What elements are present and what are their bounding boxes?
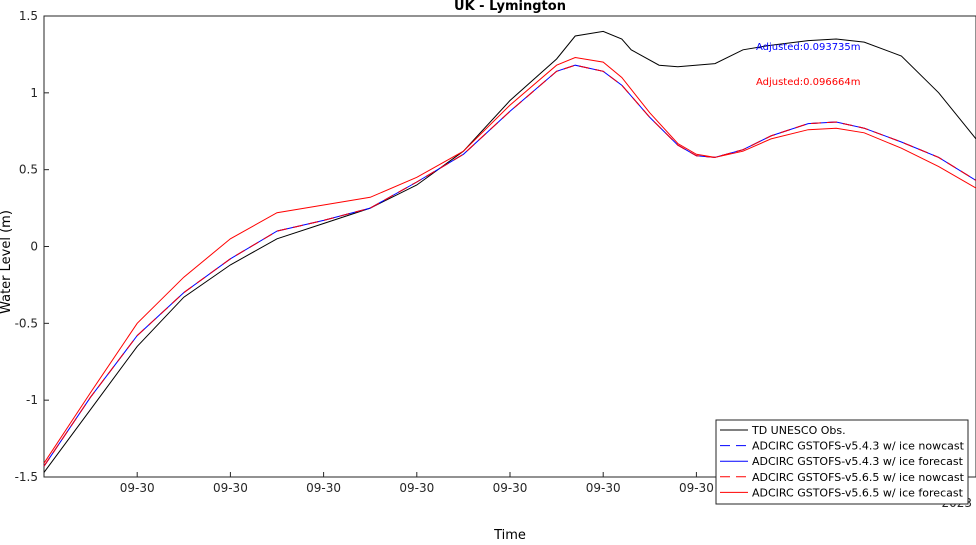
x-axis-label: Time	[493, 528, 526, 541]
legend: TD UNESCO Obs. ADCIRC GSTOFS-v5.4.3 w/ ic…	[715, 419, 969, 505]
y-tick-label: 0.5	[19, 163, 38, 177]
chart-title: UK - Lymington	[454, 0, 566, 14]
legend-entry: ADCIRC GSTOFS-v5.6.5 w/ ice forecast	[752, 486, 964, 499]
plot-area: 1.5 1 0.5 0 -0.5 -1 -1.5 09-30 09-30 09-30 09-30 09…	[15, 9, 976, 510]
y-tick-label: -0.5	[15, 316, 38, 330]
series-line-4	[43, 64, 976, 467]
x-tick-label: 09-30	[679, 481, 714, 495]
x-tick-label: 09-30	[120, 481, 155, 495]
series-line-3	[43, 64, 976, 467]
annotation-label-2: Adjusted:0.096664m	[756, 77, 861, 88]
legend-entry: ADCIRC GSTOFS-v5.6.5 w/ ice nowcast	[752, 471, 965, 484]
x-tick-label: 09-30	[213, 481, 248, 495]
x-tick-label: 09-30	[586, 481, 621, 495]
series-line-2	[43, 64, 976, 467]
legend-entry: TD UNESCO Obs.	[751, 424, 846, 437]
legend-entry: ADCIRC GSTOFS-v5.4.3 w/ ice forecast	[752, 455, 964, 468]
y-tick-label: 1	[30, 86, 38, 100]
legend-box	[715, 419, 969, 505]
y-tick-label: 0	[30, 240, 38, 254]
y-tick-label: -1.5	[15, 470, 38, 484]
x-tick-label: 09-30	[399, 481, 434, 495]
annotation-label-1: Adjusted:0.093735m	[756, 42, 861, 53]
x-tick-label: 09-30	[306, 481, 341, 495]
y-tick-label: 1.5	[19, 9, 38, 23]
y-axis-label: Water Level (m)	[0, 210, 14, 314]
y-tick-label: -1	[26, 393, 38, 407]
series-line-5	[43, 56, 976, 464]
series-line-1	[43, 30, 976, 473]
legend-entry: ADCIRC GSTOFS-v5.4.3 w/ ice nowcast	[752, 440, 965, 453]
x-tick-label: 09-30	[493, 481, 528, 495]
